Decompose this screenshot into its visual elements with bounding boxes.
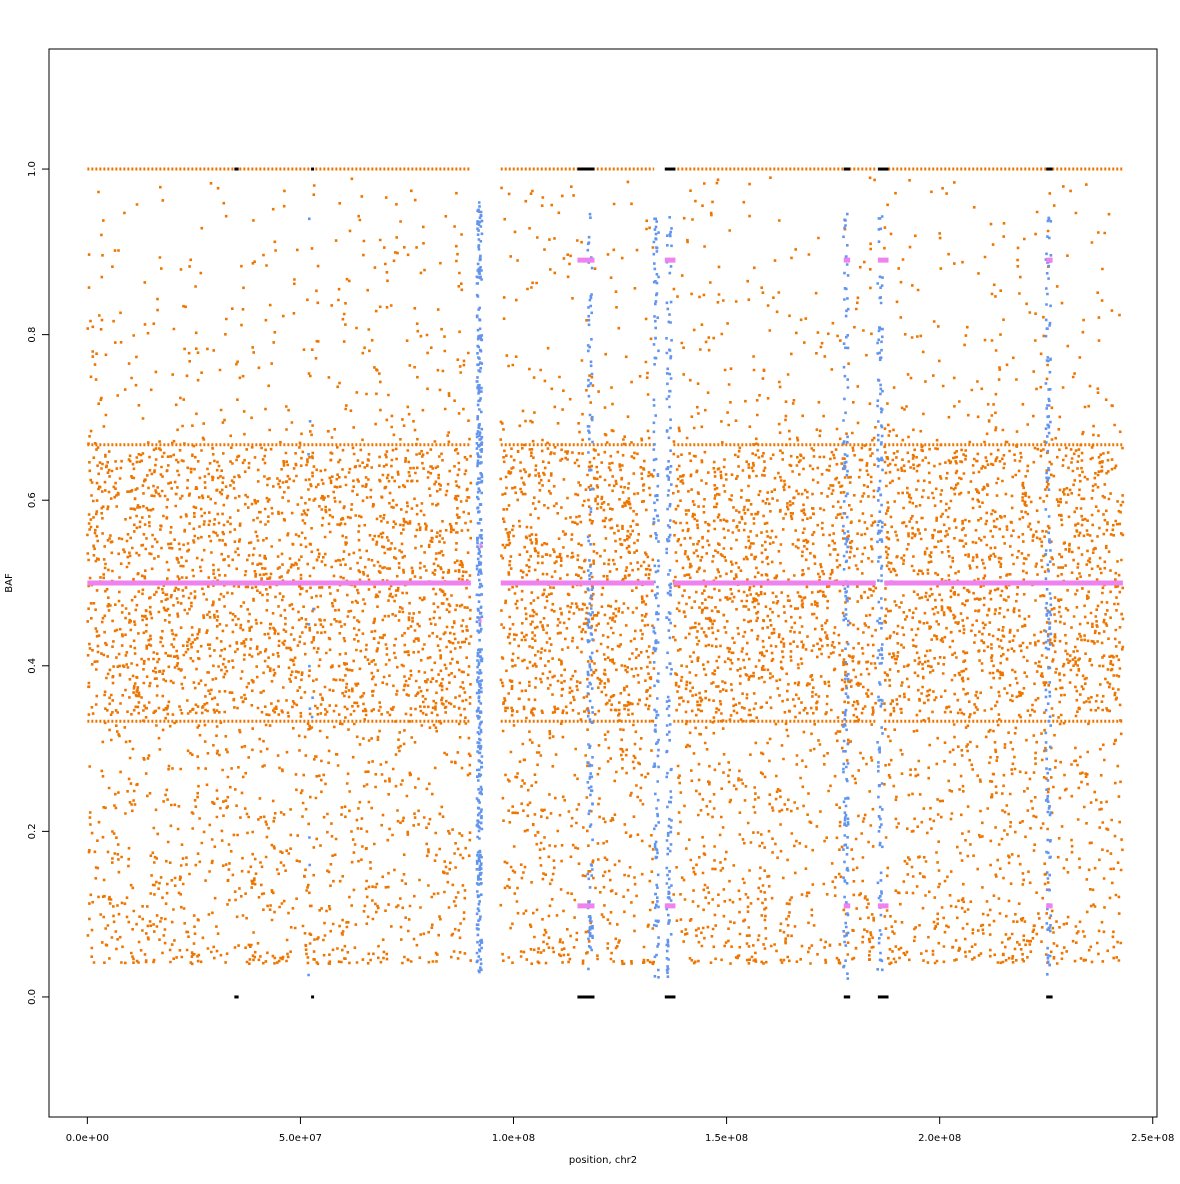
x-tick-label: 2.0e+08 [918,1133,961,1144]
data-points [86,167,1125,999]
y-tick-label: 0.2 [27,823,38,839]
low-quality-points [586,212,594,971]
x-tick-label: 5.0e+07 [279,1133,322,1144]
low-quality-points [652,217,661,979]
x-tick-label: 0.0e+00 [66,1133,109,1144]
low-quality-points [475,201,484,974]
low-quality-points [307,217,315,977]
low-quality-points [665,216,673,978]
baf-points [672,176,877,965]
baf-points [86,177,473,966]
low-quality-points [1044,216,1053,976]
y-axis-label: BAF [4,573,15,593]
y-tick-label: 0.4 [27,658,38,674]
axes: 0.0e+00 5.0e+07 1.0e+08 1.5e+08 2.0e+08 2.5e+… [27,161,1174,1144]
baf-points [499,180,656,966]
x-tick-label: 1.0e+08 [492,1133,535,1144]
x-tick-label: 2.5e+08 [1131,1133,1174,1144]
y-tick-label: 0.6 [27,492,38,508]
y-tick-label: 0.8 [27,327,38,343]
baf-points [883,179,1125,966]
x-tick-label: 1.5e+08 [705,1133,748,1144]
y-tick-label: 1.0 [27,161,38,177]
low-quality-points [876,215,884,972]
y-tick-label: 0.0 [27,989,38,1005]
low-quality-points [842,212,850,980]
x-axis-label: position, chr2 [569,1155,637,1166]
